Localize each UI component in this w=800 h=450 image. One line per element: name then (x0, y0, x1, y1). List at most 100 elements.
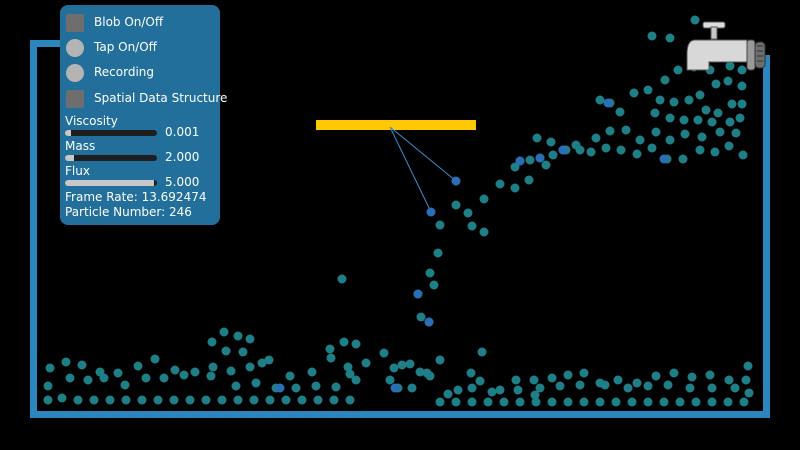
particle (601, 143, 611, 153)
particle (397, 360, 407, 370)
flux-label: Flux (65, 164, 90, 178)
particle (623, 383, 633, 393)
particle (221, 346, 231, 356)
particle (337, 274, 347, 284)
particle (613, 375, 623, 385)
particle (595, 95, 605, 105)
particle-layer (43, 15, 754, 407)
mass-slider[interactable] (65, 155, 157, 161)
particle (595, 397, 605, 407)
viscosity-label: Viscosity (65, 114, 118, 128)
particle (435, 355, 445, 365)
particle (150, 354, 160, 364)
particle (99, 373, 109, 383)
particle (407, 383, 417, 393)
particle (530, 390, 540, 400)
particle (659, 397, 669, 407)
frame-rate-readout: Frame Rate: 13.692474 (65, 190, 207, 204)
particle (120, 380, 130, 390)
particle (219, 327, 229, 337)
particle (385, 375, 395, 385)
particle (678, 154, 688, 164)
spatial-toggle[interactable] (66, 89, 84, 109)
particle (737, 81, 747, 91)
particle (89, 395, 99, 405)
blob-toggle[interactable] (66, 13, 84, 33)
particle (711, 79, 721, 89)
particle (690, 15, 700, 25)
particle (499, 397, 509, 407)
particle (695, 90, 705, 100)
barrier-bar[interactable] (316, 120, 476, 130)
particle (483, 397, 493, 407)
particle (487, 387, 497, 397)
particle (343, 362, 353, 372)
particle (665, 33, 675, 43)
particle (731, 128, 741, 138)
particle (669, 97, 679, 107)
tap-toggle-button[interactable] (66, 39, 84, 57)
particle (725, 117, 735, 127)
recording-toggle-label: Recording (94, 65, 155, 79)
particle (61, 357, 71, 367)
particle (615, 107, 625, 117)
recording-toggle-button[interactable] (66, 64, 84, 82)
particle (137, 395, 147, 405)
particle (264, 355, 274, 365)
particle (737, 65, 747, 75)
particle (390, 383, 400, 393)
particle (707, 383, 717, 393)
particle (575, 380, 585, 390)
particle (513, 385, 523, 395)
particle (563, 370, 573, 380)
particle (285, 371, 295, 381)
particle (257, 358, 267, 368)
particle (743, 361, 753, 371)
blob-toggle-label: Blob On/Off (94, 15, 164, 29)
particle (741, 375, 751, 385)
flux-slider[interactable] (65, 180, 157, 186)
particle (429, 280, 439, 290)
particle (201, 395, 211, 405)
particle (738, 150, 748, 160)
particle (535, 153, 545, 163)
recording-toggle[interactable] (66, 63, 84, 83)
particle (467, 221, 477, 231)
particle (245, 362, 255, 372)
particle (389, 363, 399, 373)
particle (739, 397, 749, 407)
particle (524, 175, 534, 185)
tap-toggle[interactable] (66, 38, 84, 58)
particle (297, 395, 307, 405)
particle (311, 381, 321, 391)
particle (548, 150, 558, 160)
particle (531, 397, 541, 407)
particle (632, 378, 642, 388)
particle (651, 127, 661, 137)
particle (627, 397, 637, 407)
viscosity-slider[interactable] (65, 130, 157, 136)
particle (525, 155, 535, 165)
spatial-toggle-button[interactable] (66, 90, 84, 108)
particle (635, 135, 645, 145)
particle (83, 375, 93, 385)
particle (105, 395, 115, 405)
particle (669, 368, 679, 378)
particle (466, 368, 476, 378)
particle (477, 347, 487, 357)
blob-toggle-button[interactable] (66, 14, 84, 32)
particle (275, 383, 285, 393)
particle (705, 370, 715, 380)
particle (591, 133, 601, 143)
particle (451, 397, 461, 407)
particle (77, 360, 87, 370)
particle (558, 145, 568, 155)
particle (313, 395, 323, 405)
particle (737, 99, 747, 109)
particle (651, 371, 661, 381)
particle (233, 395, 243, 405)
water-tap-icon[interactable] (686, 21, 766, 71)
particle (723, 397, 733, 407)
particle (73, 395, 83, 405)
